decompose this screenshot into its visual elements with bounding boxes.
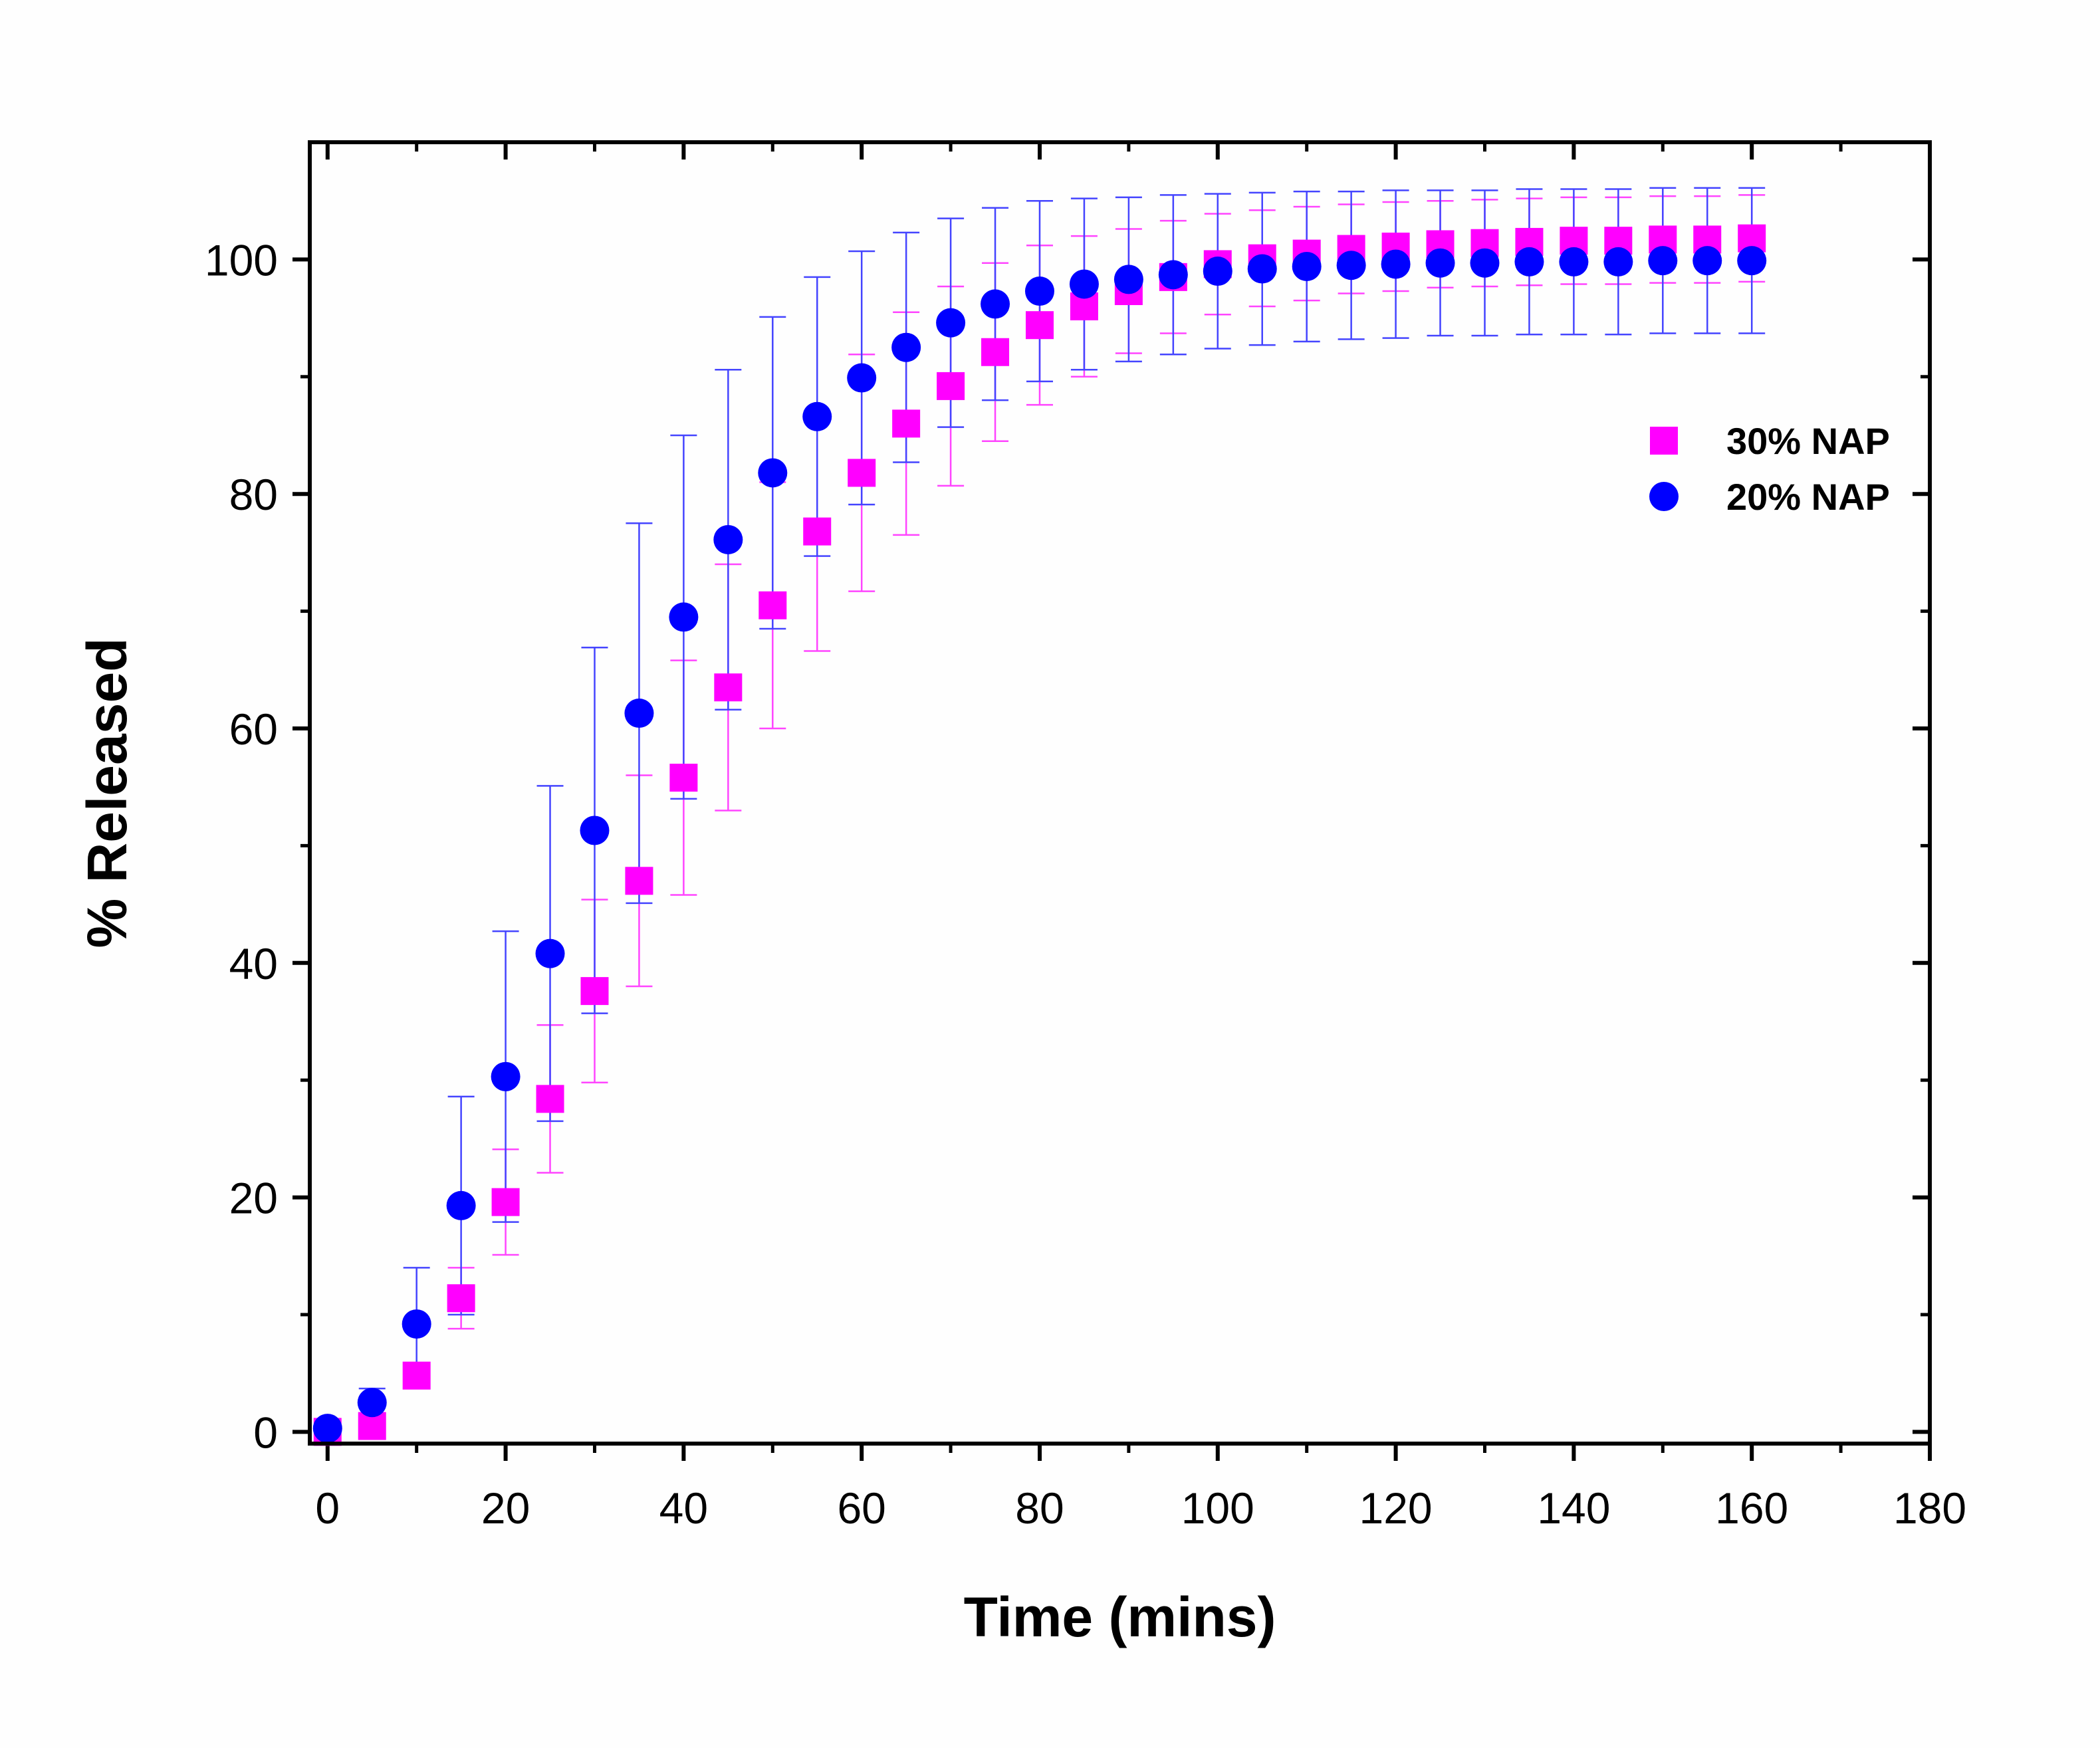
data-point-20-nap [1425, 248, 1455, 278]
data-point-20-nap [1737, 246, 1767, 276]
data-point-20-nap [1648, 246, 1678, 276]
data-point-20-nap [1603, 247, 1633, 276]
data-point-20-nap [580, 816, 610, 845]
data-point-20-nap [1024, 276, 1054, 306]
data-point-30-nap [536, 1085, 564, 1113]
y-tick-label: 0 [253, 1408, 278, 1457]
data-point-20-nap [891, 332, 921, 362]
data-point-20-nap [312, 1414, 342, 1444]
y-tick-label: 60 [229, 705, 278, 754]
data-point-30-nap [937, 372, 965, 400]
data-point-20-nap [1203, 257, 1232, 286]
data-point-20-nap [535, 938, 565, 968]
x-tick-label: 40 [659, 1483, 708, 1533]
data-point-20-nap [1292, 251, 1322, 281]
data-point-30-nap [447, 1284, 475, 1313]
data-point-20-nap [802, 401, 832, 431]
data-point-20-nap [491, 1061, 521, 1091]
x-tick-label: 60 [837, 1483, 885, 1533]
x-tick-labels: 0 20 40 60 80 100 120 140 160 180 [315, 1483, 1966, 1533]
data-point-30-nap [803, 517, 832, 546]
y-tick-label: 80 [229, 470, 278, 519]
plot-frame [308, 140, 1932, 1446]
data-point-20-nap [1470, 248, 1500, 278]
x-tick-label: 160 [1715, 1483, 1788, 1533]
data-point-30-nap [625, 867, 653, 895]
y-axis-title: % Released [76, 638, 138, 948]
data-point-20-nap [446, 1190, 476, 1220]
data-markers [312, 224, 1767, 1446]
data-point-30-nap [402, 1361, 431, 1390]
data-point-30-nap [981, 338, 1010, 366]
data-point-20-nap [981, 289, 1010, 319]
y-tick-labels: 0 20 40 60 80 100 [205, 235, 278, 1457]
data-point-20-nap [1381, 249, 1411, 279]
data-point-30-nap [1025, 311, 1054, 340]
data-point-20-nap [758, 458, 788, 488]
y-tick-label: 40 [229, 939, 278, 988]
data-point-20-nap [624, 699, 654, 728]
legend: 30% NAP 20% NAP [1649, 420, 1890, 518]
legend-marker-circle [1649, 482, 1679, 511]
data-point-20-nap [847, 363, 877, 393]
data-point-20-nap [1514, 247, 1544, 276]
data-point-20-nap [1113, 265, 1143, 294]
data-point-30-nap [580, 977, 609, 1006]
x-axis-title: Time (mins) [964, 1586, 1276, 1648]
data-point-20-nap [669, 602, 699, 632]
data-point-20-nap [1247, 254, 1277, 284]
x-tick-label: 80 [1015, 1483, 1064, 1533]
x-tick-label: 20 [481, 1483, 530, 1533]
x-tick-label: 0 [315, 1483, 340, 1533]
data-point-30-nap [669, 764, 698, 792]
data-point-20-nap [1336, 251, 1366, 280]
data-point-20-nap [936, 308, 966, 338]
data-point-30-nap [714, 673, 743, 702]
legend-label: 20% NAP [1726, 476, 1890, 518]
x-tick-label: 140 [1537, 1483, 1610, 1533]
legend-marker-square [1650, 427, 1678, 455]
data-point-30-nap [848, 459, 876, 487]
x-tick-label: 180 [1893, 1483, 1966, 1533]
y-tick-label: 100 [205, 235, 278, 284]
data-point-20-nap [357, 1388, 387, 1418]
data-point-20-nap [713, 524, 743, 554]
data-point-20-nap [402, 1309, 431, 1339]
y-tick-label: 20 [229, 1174, 278, 1223]
data-point-20-nap [1158, 260, 1188, 290]
x-tick-label: 120 [1359, 1483, 1433, 1533]
x-tick-label: 100 [1181, 1483, 1254, 1533]
legend-label: 30% NAP [1726, 420, 1890, 462]
data-point-20-nap [1559, 247, 1589, 276]
data-point-20-nap [1069, 269, 1099, 299]
data-point-20-nap [1692, 246, 1722, 276]
data-point-30-nap [892, 409, 921, 438]
data-point-30-nap [758, 591, 787, 619]
data-point-30-nap [491, 1188, 520, 1216]
